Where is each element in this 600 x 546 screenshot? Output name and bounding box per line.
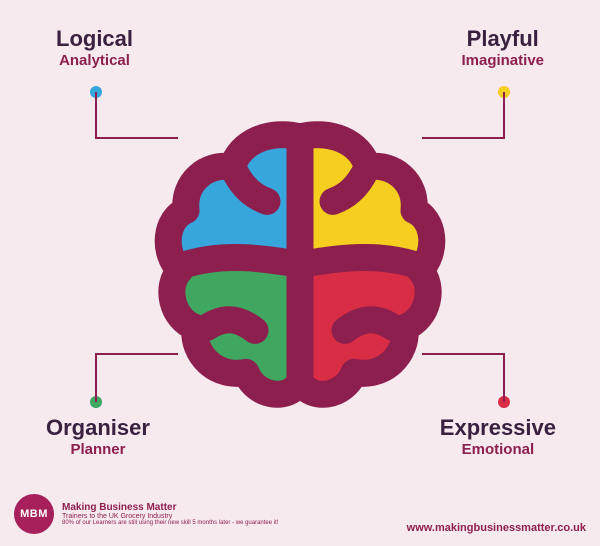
footer-brand: MBM Making Business Matter Trainers to t… [14, 494, 278, 534]
brain-icon [150, 114, 450, 419]
infographic-canvas: Logical Analytical Playful Imaginative O… [0, 0, 600, 546]
footer-text-block: Making Business Matter Trainers to the U… [62, 502, 278, 526]
logo-text: MBM [20, 508, 48, 520]
footer-line2: Trainers to the UK Grocery Industry [62, 513, 278, 520]
logo-badge: MBM [14, 494, 54, 534]
footer-url: www.makingbusinessmatter.co.uk [407, 522, 586, 534]
footer-line3: 80% of our Learners are still using thei… [62, 520, 278, 526]
footer: MBM Making Business Matter Trainers to t… [14, 494, 586, 534]
footer-line1: Making Business Matter [62, 502, 278, 513]
